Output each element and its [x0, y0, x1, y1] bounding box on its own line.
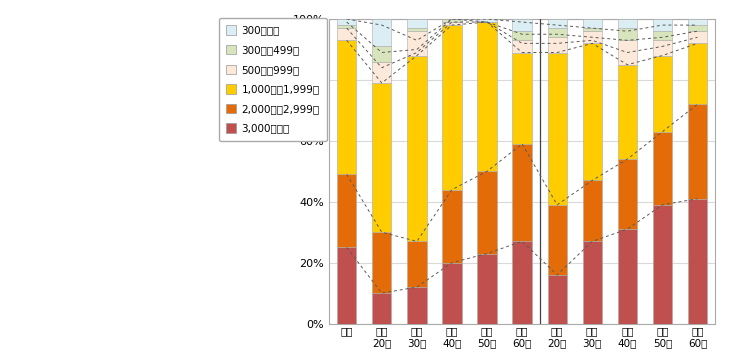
- Bar: [653, 19, 672, 31]
- Bar: [512, 53, 531, 144]
- Bar: [583, 31, 602, 43]
- Bar: [477, 254, 496, 324]
- Bar: [442, 25, 461, 189]
- Bar: [407, 28, 426, 31]
- Bar: [548, 37, 566, 53]
- Bar: [477, 19, 496, 22]
- Bar: [618, 40, 637, 65]
- Bar: [407, 19, 426, 28]
- Bar: [477, 22, 496, 171]
- Bar: [512, 144, 531, 241]
- Bar: [548, 205, 566, 275]
- Bar: [337, 174, 356, 248]
- Bar: [653, 40, 672, 56]
- Bar: [653, 56, 672, 132]
- Bar: [337, 19, 356, 25]
- Bar: [688, 31, 707, 43]
- Bar: [337, 248, 356, 324]
- Bar: [688, 43, 707, 104]
- Bar: [442, 263, 461, 324]
- Bar: [688, 19, 707, 25]
- Bar: [372, 19, 391, 46]
- Bar: [407, 287, 426, 324]
- Bar: [688, 104, 707, 199]
- Bar: [618, 28, 637, 40]
- Bar: [407, 56, 426, 241]
- Bar: [583, 180, 602, 241]
- Bar: [653, 205, 672, 324]
- Bar: [512, 19, 531, 31]
- Bar: [337, 40, 356, 174]
- Bar: [512, 31, 531, 40]
- Bar: [337, 25, 356, 28]
- Bar: [688, 199, 707, 324]
- Bar: [372, 83, 391, 232]
- Bar: [583, 19, 602, 28]
- Bar: [337, 28, 356, 40]
- Bar: [583, 28, 602, 31]
- Bar: [512, 40, 531, 53]
- Bar: [583, 241, 602, 324]
- Bar: [618, 159, 637, 229]
- Bar: [548, 53, 566, 205]
- Bar: [618, 19, 637, 28]
- Bar: [653, 132, 672, 205]
- Bar: [372, 62, 391, 83]
- Bar: [442, 22, 461, 25]
- Legend: 300円未満, 300円～499円, 500円～999円, 1,000円～1,999円, 2,000円～2,999円, 3,000円以上: 300円未満, 300円～499円, 500円～999円, 1,000円～1,9…: [218, 18, 327, 141]
- Bar: [407, 31, 426, 56]
- Bar: [548, 28, 566, 37]
- Bar: [618, 229, 637, 324]
- Bar: [653, 31, 672, 40]
- Bar: [548, 19, 566, 28]
- Bar: [548, 275, 566, 324]
- Bar: [477, 171, 496, 254]
- Bar: [442, 189, 461, 263]
- Bar: [407, 241, 426, 287]
- Bar: [583, 43, 602, 180]
- Bar: [618, 65, 637, 159]
- Bar: [372, 293, 391, 324]
- Bar: [442, 19, 461, 22]
- Bar: [512, 241, 531, 324]
- Bar: [688, 25, 707, 31]
- Bar: [372, 46, 391, 62]
- Bar: [372, 232, 391, 293]
